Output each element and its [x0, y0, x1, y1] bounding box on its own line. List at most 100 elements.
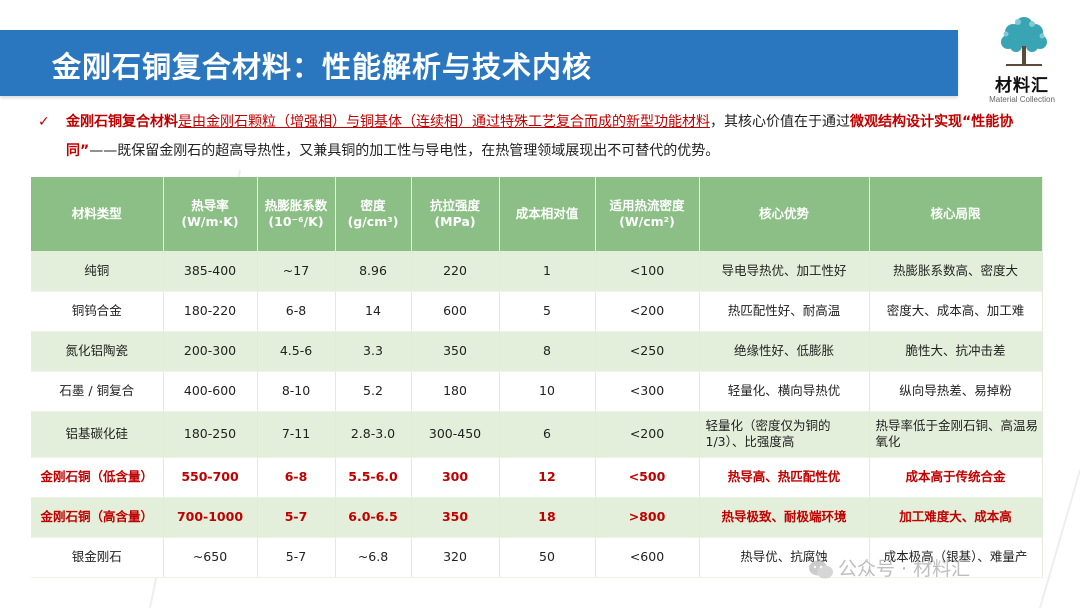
wechat-icon [809, 560, 833, 578]
table-cell: 金刚石铜（高含量） [31, 497, 164, 538]
intro-term: 金刚石铜复合材料 [66, 114, 178, 130]
table-cell: 纵向导热差、易掉粉 [869, 371, 1043, 412]
logo-name: 材料汇 [995, 76, 1049, 96]
intro-definition: 是由金刚石颗粒（增强相）与铜基体（连续相）通过特殊工艺复合而成的新型功能材料 [178, 114, 710, 130]
intro-paragraph: ✓ 金刚石铜复合材料是由金刚石颗粒（增强相）与铜基体（连续相）通过特殊工艺复合而… [38, 108, 1048, 166]
table-cell: 180-220 [163, 291, 258, 332]
table-cell: 热导高、热匹配性优 [699, 457, 870, 498]
column-header-line: 密度 [360, 198, 386, 213]
table-cell: 8-10 [257, 371, 336, 412]
table-row: 氮化铝陶瓷 200-300 4.5-6 3.3 350 8 <250 绝缘性好、低膨胀 脆性大、… [31, 331, 1043, 372]
logo-subtitle: Material Collection [989, 95, 1055, 104]
column-header-line: 核心局限 [930, 206, 981, 221]
column-header-line: (g/cm³) [347, 214, 399, 229]
table-cell: ~6.8 [335, 537, 412, 578]
column-header: 热导率 (W/m·K) [163, 177, 258, 251]
table-cell: 350 [411, 497, 500, 538]
column-header-line: 热膨胀系数 [264, 198, 328, 213]
table-row: 纯铜 385-400 ~17 8.96 220 1 <100 导电导热优、加工性好 热膨胀系数高… [31, 251, 1043, 292]
table-row: 铜钨合金 180-220 6-8 14 600 5 <200 热匹配性好、耐高温 密度大、成本高… [31, 291, 1043, 332]
table-cell: 金刚石铜（低含量） [31, 457, 164, 498]
table-cell: 导电导热优、加工性好 [699, 251, 870, 292]
column-header-line: 材料类型 [71, 206, 122, 221]
table-cell: 200-300 [163, 331, 258, 372]
logo: 材料汇 Material Collection [974, 12, 1074, 108]
table-cell: <200 [595, 411, 700, 458]
table-cell: ~17 [257, 251, 336, 292]
column-header-line: (W/cm²) [619, 214, 675, 229]
table-cell: 180 [411, 371, 500, 412]
table-cell: 铜钨合金 [31, 291, 164, 332]
column-header: 抗拉强度 (MPa) [411, 177, 500, 251]
table-cell: 6-8 [257, 457, 336, 498]
table-cell: <300 [595, 371, 700, 412]
watermark: 公众号 · 材料汇 [808, 554, 970, 581]
table-cell: >800 [595, 497, 700, 538]
column-header: 材料类型 [31, 177, 164, 251]
table-cell: 18 [499, 497, 596, 538]
column-header: 核心局限 [869, 177, 1043, 251]
column-header: 成本相对值 [499, 177, 596, 251]
table-cell: <250 [595, 331, 700, 372]
tree-logo-icon [1001, 17, 1047, 66]
table-cell: 7-11 [257, 411, 336, 458]
table-cell: 石墨 / 铜复合 [31, 371, 164, 412]
intro-emphasis: 微观结构设计实现“性能协同” [66, 114, 1014, 159]
table-cell: 热匹配性好、耐高温 [699, 291, 870, 332]
table-cell: 热导极致、耐极端环境 [699, 497, 870, 538]
watermark-text: 公众号 · 材料汇 [838, 558, 971, 580]
column-header-line: (MPa) [434, 214, 476, 229]
table-cell: <600 [595, 537, 700, 578]
table-cell: 5 [499, 291, 596, 332]
table-cell: 6 [499, 411, 596, 458]
table-cell: 5.2 [335, 371, 412, 412]
table-cell: 2.8-3.0 [335, 411, 412, 458]
table-row: 银金刚石 ~650 5-7 ~6.8 320 50 <600 热导优、抗腐蚀 成本极高（银基）、… [31, 537, 1043, 578]
table-cell: 220 [411, 251, 500, 292]
table-header-row: 材料类型 热导率 (W/m·K) 热膨胀系数 (10⁻⁶/K) 密度 (g/cm³) 抗拉强度… [31, 177, 1043, 251]
table-cell: 铝基碳化硅 [31, 411, 164, 458]
table-cell: 密度大、成本高、加工难 [869, 291, 1043, 332]
intro-text: ，其核心价值在于通过 [710, 114, 850, 130]
column-header: 核心优势 [699, 177, 870, 251]
table-cell: 5-7 [257, 537, 336, 578]
table-cell: ~650 [163, 537, 258, 578]
table-row: 石墨 / 铜复合 400-600 8-10 5.2 180 10 <300 轻量化、横向导热优… [31, 371, 1043, 412]
table-cell: 6.0-6.5 [335, 497, 412, 538]
title-bar: 金刚石铜复合材料：性能解析与技术内核 [0, 30, 958, 96]
column-header-line: 适用热流密度 [609, 198, 685, 213]
table-cell: 180-250 [163, 411, 258, 458]
table-cell: 320 [411, 537, 500, 578]
table-cell: 350 [411, 331, 500, 372]
column-header-line: 抗拉强度 [429, 198, 480, 213]
table-cell: 热导率低于金刚石铜、高温易氧化 [869, 411, 1043, 458]
table-row: 铝基碳化硅 180-250 7-11 2.8-3.0 300-450 6 <200 轻量化（密… [31, 411, 1043, 458]
table-cell: 成本极高（银基）、难量产 [869, 537, 1043, 578]
column-header-line: (W/m·K) [181, 214, 239, 229]
column-header-line: 核心优势 [758, 206, 809, 221]
table-cell: 10 [499, 371, 596, 412]
table-cell: 热膨胀系数高、密度大 [869, 251, 1043, 292]
column-header-line: (10⁻⁶/K) [268, 214, 324, 229]
column-header: 密度 (g/cm³) [335, 177, 412, 251]
table-cell: 脆性大、抗冲击差 [869, 331, 1043, 372]
table-cell: 385-400 [163, 251, 258, 292]
table-cell: 5-7 [257, 497, 336, 538]
table-cell: 绝缘性好、低膨胀 [699, 331, 870, 372]
table-cell: 14 [335, 291, 412, 332]
table-cell: 700-1000 [163, 497, 258, 538]
column-header-line: 成本相对值 [515, 206, 579, 221]
table-cell: 4.5-6 [257, 331, 336, 372]
table-cell: 纯铜 [31, 251, 164, 292]
table-cell: <100 [595, 251, 700, 292]
table-cell: 银金刚石 [31, 537, 164, 578]
table-cell: 5.5-6.0 [335, 457, 412, 498]
table-cell: 热导优、抗腐蚀 [699, 537, 870, 578]
table-cell: 轻量化（密度仅为铜的1/3）、比强度高 [699, 411, 870, 458]
table-row: 金刚石铜（低含量） 550-700 6-8 5.5-6.0 300 12 <500 热导高、热… [31, 457, 1043, 498]
table-cell: 550-700 [163, 457, 258, 498]
table-cell: 12 [499, 457, 596, 498]
table-cell: 加工难度大、成本高 [869, 497, 1043, 538]
table-cell: 300-450 [411, 411, 500, 458]
check-icon: ✓ [38, 114, 50, 130]
